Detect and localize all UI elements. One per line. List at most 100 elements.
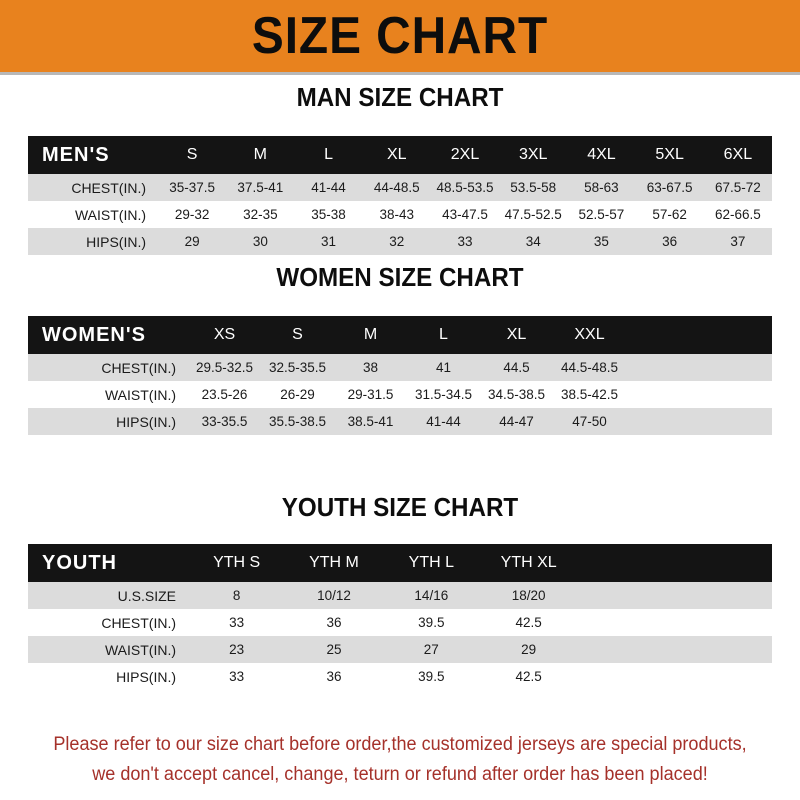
size-table: YOUTH YTH S YTH M YTH L YTH XL U.S.SIZE 8 10/12…	[28, 544, 772, 690]
table-cell: 10/12	[317, 588, 351, 603]
column-header: YTH XL	[500, 554, 557, 571]
table-cell	[577, 582, 674, 609]
section-title: YOUTH SIZE CHART	[281, 492, 519, 522]
table-cell: 47.5-52.5	[504, 207, 562, 222]
table-cell: 38-43	[379, 207, 415, 222]
table-cell: 27	[423, 642, 439, 657]
row-label: WAIST(IN.)	[104, 641, 176, 658]
table-cell: 31.5-34.5	[414, 387, 473, 402]
table-row: HIPS(IN.) 33-35.5 35.5-38.5 38.5-41 41-44 44-…	[28, 408, 772, 435]
table-cell: 53.5-58	[510, 180, 557, 195]
table-cell: 62-66.5	[714, 207, 761, 222]
column-header	[626, 316, 699, 354]
table-row: WAIST(IN.) 29-32 32-35 35-38 38-43 43-47.5 47.…	[28, 201, 772, 228]
table-cell: 35-37.5	[169, 180, 215, 195]
footer-line-2: we don't accept cancel, change, teturn o…	[92, 764, 708, 785]
table-row: CHEST(IN.) 35-37.5 37.5-41 41-44 44-48.5 48.5…	[28, 174, 772, 201]
row-label: U.S.SIZE	[117, 587, 176, 604]
table-cell: 29-31.5	[347, 387, 394, 402]
table-corner-label: WOMEN'S	[42, 323, 146, 346]
row-label: CHEST(IN.)	[101, 359, 176, 376]
table-cell: 36	[326, 615, 342, 630]
table-cell: 42.5	[515, 615, 542, 630]
table-cell: 38.5-41	[347, 414, 394, 429]
row-label: WAIST(IN.)	[104, 386, 176, 403]
table-cell: 26-29	[280, 387, 315, 402]
table-cell: 31	[321, 234, 337, 249]
table-cell: 23	[229, 642, 245, 657]
column-header: 3XL	[518, 146, 548, 163]
table-cell: 37.5-41	[237, 180, 284, 195]
table-cell: 63-67.5	[646, 180, 693, 195]
size-section-0: MAN SIZE CHART MEN'S S M L XL 2XL 3XL 4XL 5XL 6XL C…	[0, 82, 800, 255]
table-cell: 30	[252, 234, 268, 249]
row-label: CHEST(IN.)	[71, 179, 146, 196]
table-cell: 44-48.5	[373, 180, 420, 195]
table-cell	[699, 354, 772, 381]
column-header: L	[324, 146, 333, 163]
column-header: M	[253, 146, 267, 163]
table-cell: 35.5-38.5	[268, 414, 327, 429]
column-header: 2XL	[450, 146, 480, 163]
table-cell	[626, 408, 699, 435]
size-table: WOMEN'S XS S M L XL XXL CHEST(IN.) 29.5-32.5 32.5…	[28, 316, 772, 435]
table-cell: 32-35	[243, 207, 278, 222]
row-label: HIPS(IN.)	[116, 668, 176, 685]
column-header: YTH S	[213, 554, 261, 571]
table-cell: 14/16	[414, 588, 449, 603]
table-cell	[699, 381, 772, 408]
column-header: XL	[386, 146, 407, 163]
table-cell: 35-38	[311, 207, 346, 222]
column-header: YTH L	[408, 554, 454, 571]
column-header: XL	[506, 326, 527, 343]
table-cell: 44.5	[503, 360, 530, 375]
table-cell: 18/20	[511, 588, 546, 603]
banner-divider	[0, 72, 800, 75]
table-cell: 33	[229, 615, 245, 630]
table-cell: 42.5	[515, 669, 542, 684]
table-cell: 41-44	[426, 414, 461, 429]
column-header: XS	[213, 326, 236, 343]
table-cell: 33	[229, 669, 245, 684]
table-cell: 43-47.5	[442, 207, 488, 222]
table-cell	[626, 381, 699, 408]
table-cell: 32	[389, 234, 405, 249]
column-header	[699, 316, 772, 354]
table-cell	[577, 636, 674, 663]
table-row: CHEST(IN.) 29.5-32.5 32.5-35.5 38 41 44.5 44.5…	[28, 354, 772, 381]
table-cell: 37	[730, 234, 746, 249]
table-cell	[675, 609, 772, 636]
section-title: MAN SIZE CHART	[296, 82, 504, 112]
table-row: U.S.SIZE 8 10/12 14/16 18/20	[28, 582, 772, 609]
table-header-row: MEN'S S M L XL 2XL 3XL 4XL 5XL 6XL	[28, 136, 772, 174]
footer-disclaimer: Please refer to our size chart before or…	[20, 730, 780, 790]
table-cell: 23.5-26	[201, 387, 248, 402]
table-cell: 48.5-53.5	[436, 180, 494, 195]
table-cell: 58-63	[584, 180, 619, 195]
table-cell: 41-44	[311, 180, 346, 195]
table-cell	[577, 609, 674, 636]
header-banner: SIZE CHART	[0, 0, 800, 72]
table-cell	[675, 582, 772, 609]
size-section-1: WOMEN SIZE CHART WOMEN'S XS S M L XL XXL CHEST(I…	[0, 262, 800, 435]
table-cell: 33-35.5	[201, 414, 248, 429]
table-cell	[577, 663, 674, 690]
column-header: YTH M	[309, 554, 359, 571]
table-cell	[675, 636, 772, 663]
table-cell: 67.5-72	[714, 180, 761, 195]
table-cell: 41	[435, 360, 452, 375]
column-header: 6XL	[723, 146, 753, 163]
column-header: 5XL	[655, 146, 684, 163]
column-header	[577, 544, 674, 582]
table-cell: 35	[593, 234, 609, 249]
table-header-row: YOUTH YTH S YTH M YTH L YTH XL	[28, 544, 772, 582]
column-header: XXL	[574, 326, 605, 343]
table-cell: 32.5-35.5	[268, 360, 327, 375]
page-title: SIZE CHART	[251, 7, 549, 65]
table-cell	[626, 354, 699, 381]
table-cell: 29	[521, 642, 537, 657]
table-cell: 33	[457, 234, 473, 249]
table-cell: 34	[525, 234, 541, 249]
column-header: 4XL	[587, 146, 616, 163]
table-cell: 36	[662, 234, 678, 249]
